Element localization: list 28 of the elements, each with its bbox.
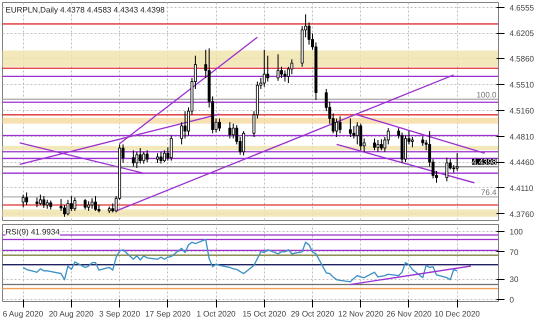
y-tick-label: 4.5510 [510,80,535,90]
x-tick-label: 29 Oct 2020 [290,310,335,318]
y-tick-label: 0 [510,295,514,304]
x-tick-label: 20 Aug 2020 [48,310,94,318]
x-tick-label: 26 Nov 2020 [386,310,432,318]
annotation: 100.0 [476,90,498,100]
chart-title: RSI(9) 41.9934 [6,228,60,236]
y-tick-label: 4.6555 [510,3,535,12]
annotation: 76.4 [480,188,498,197]
x-tick-label: 17 Sep 2020 [145,310,192,318]
x-tick-label: 3 Sep 2020 [99,310,141,318]
x-tick-label: 12 Nov 2020 [338,310,384,318]
x-tick-label: 15 Oct 2020 [242,310,287,318]
y-tick-label: 4.5160 [510,106,535,116]
x-tick-label: 6 Aug 2020 [2,310,44,318]
y-tick-label: 4.4110 [510,184,534,193]
y-tick-label: 4.6205 [510,29,535,38]
y-tick-label: 100 [510,227,524,236]
ref-line-label: 4.4398 [472,158,498,167]
y-tick-label: 70 [510,248,519,257]
y-tick-label: 30 [510,275,519,284]
x-tick-label: 1 Oct 2020 [196,310,236,318]
y-tick-label: 4.3760 [510,210,535,219]
y-tick-label: 4.5860 [510,54,535,64]
chart-title: EURPLN,Daily 4.4378 4.4583 4.4343 4.4398 [6,6,166,14]
y-tick-label: 4.4810 [510,132,535,142]
y-tick-label: 4.4460 [510,158,535,168]
x-tick-label: 10 Dec 2020 [434,310,480,318]
